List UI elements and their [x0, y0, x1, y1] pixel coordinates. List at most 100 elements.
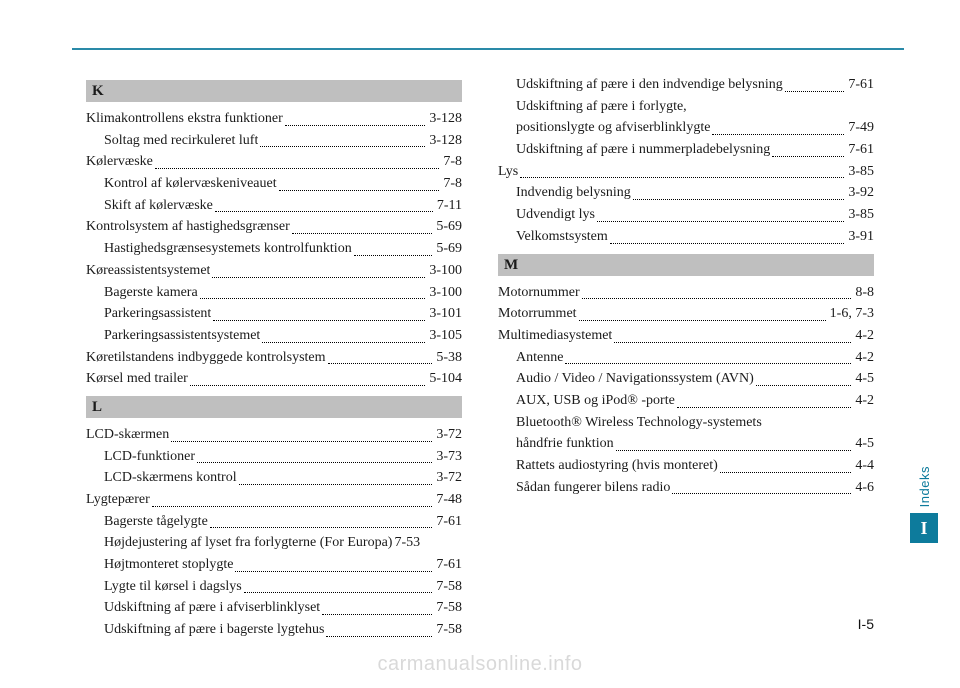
index-label: Motornummer — [498, 282, 580, 304]
index-page: 7-11 — [435, 195, 462, 217]
index-label: Soltag med recirkuleret luft — [104, 130, 258, 152]
index-label: Skift af kølervæske — [104, 195, 213, 217]
leader-dots — [171, 424, 432, 442]
index-page: 3-128 — [427, 130, 462, 152]
index-entry: Højdejustering af lyset fra forlygterne … — [86, 532, 462, 554]
index-entry: Motornummer 8-8 — [498, 282, 874, 304]
index-page: 3-85 — [846, 204, 874, 226]
index-label: Udskiftning af pære i nummerpladebelysni… — [516, 139, 770, 161]
leader-dots — [155, 151, 439, 169]
index-entry: Parkeringsassistentsystemet3-105 — [86, 325, 462, 347]
index-page: 4-2 — [853, 325, 874, 347]
leader-dots — [772, 139, 844, 157]
index-label: Bagerste kamera — [104, 282, 198, 304]
index-entry: Udskiftning af pære i afviserblinklyset7… — [86, 597, 462, 619]
index-page: 3-100 — [427, 260, 462, 282]
index-page: 7-58 — [434, 597, 462, 619]
leader-dots — [756, 368, 852, 386]
index-label: Udvendigt lys — [516, 204, 595, 226]
index-label: Motorrummet — [498, 303, 577, 325]
index-page: 5-69 — [434, 216, 462, 238]
leader-dots — [212, 260, 425, 278]
index-entry: Skift af kølervæske 7-11 — [86, 195, 462, 217]
side-tab-letter: I — [910, 513, 938, 543]
leader-dots — [262, 325, 425, 343]
index-entry: Lys3-85 — [498, 161, 874, 183]
index-page: 5-104 — [427, 368, 462, 390]
index-entry: Klimakontrollens ekstra funktioner3-128 — [86, 108, 462, 130]
section-header: L — [86, 396, 462, 418]
leader-dots — [200, 282, 426, 300]
leader-dots — [633, 182, 845, 200]
index-page: 7-8 — [441, 151, 462, 173]
index-label: AUX, USB og iPod® -porte — [516, 390, 675, 412]
leader-dots — [279, 173, 440, 191]
index-label: Lygtepærer — [86, 489, 150, 511]
index-page: 3-92 — [846, 182, 874, 204]
leader-dots — [197, 446, 432, 464]
leader-dots — [239, 467, 433, 485]
leader-dots — [579, 303, 826, 321]
right-column: Udskiftning af pære i den indvendige bel… — [498, 74, 874, 642]
leader-dots — [677, 390, 852, 408]
index-entry: Motorrummet1-6, 7-3 — [498, 303, 874, 325]
index-page: 8-8 — [853, 282, 874, 304]
index-page: 7-58 — [434, 576, 462, 598]
index-label: Velkomstsystem — [516, 226, 608, 248]
index-entry: Bagerste kamera3-100 — [86, 282, 462, 304]
leader-dots — [235, 554, 432, 572]
index-page: 3-72 — [434, 424, 462, 446]
index-label: Parkeringsassistent — [104, 303, 211, 325]
section-header: K — [86, 80, 462, 102]
leader-dots — [322, 597, 432, 615]
index-entry: Velkomstsystem 3-91 — [498, 226, 874, 248]
leader-dots — [520, 161, 844, 179]
index-label: Køretilstandens indbyggede kontrolsystem — [86, 347, 326, 369]
leader-dots — [190, 368, 425, 386]
index-label: Hastighedsgrænsesystemets kontrolfunktio… — [104, 238, 352, 260]
index-page: 4-4 — [853, 455, 874, 477]
index-entry: Køreassistentsystemet3-100 — [86, 260, 462, 282]
index-page: 7-48 — [434, 489, 462, 511]
index-entry: Antenne4-2 — [498, 347, 874, 369]
index-entry: Højtmonteret stoplygte 7-61 — [86, 554, 462, 576]
side-tab-label: Indeks — [917, 466, 932, 507]
index-page: 7-61 — [434, 554, 462, 576]
page-content: K Klimakontrollens ekstra funktioner3-128… — [86, 74, 874, 642]
leader-dots — [597, 204, 844, 222]
index-entry: Indvendig belysning3-92 — [498, 182, 874, 204]
leader-dots — [326, 619, 432, 637]
index-page: 4-2 — [853, 390, 874, 412]
index-label: Bagerste tågelygte — [104, 511, 208, 533]
index-page: 7-61 — [846, 74, 874, 96]
index-label: Lys — [498, 161, 518, 183]
index-label: håndfrie funktion — [516, 433, 614, 455]
index-label: Multimediasystemet — [498, 325, 612, 347]
index-entry: Bluetooth® Wireless Technology-systemets… — [498, 412, 874, 455]
index-entry: Udskiftning af pære i nummerpladebelysni… — [498, 139, 874, 161]
index-page: 3-91 — [846, 226, 874, 248]
index-page: 7-8 — [441, 173, 462, 195]
index-entry: Køretilstandens indbyggede kontrolsystem… — [86, 347, 462, 369]
index-entry: AUX, USB og iPod® -porte 4-2 — [498, 390, 874, 412]
side-tab: Indeks I — [910, 466, 938, 543]
leader-dots — [614, 325, 851, 343]
index-label: Sådan fungerer bilens radio — [516, 477, 670, 499]
index-entry: Lygtepærer 7-48 — [86, 489, 462, 511]
index-label: Højtmonteret stoplygte — [104, 554, 233, 576]
index-label: Højdejustering af lyset fra forlygterne … — [104, 532, 392, 554]
leader-dots — [354, 238, 433, 256]
leader-dots — [328, 347, 433, 365]
index-entry: Soltag med recirkuleret luft 3-128 — [86, 130, 462, 152]
index-entry: LCD-skærmen3-72 — [86, 424, 462, 446]
index-page: 7-53 — [392, 532, 420, 554]
section-header: M — [498, 254, 874, 276]
leader-dots — [244, 576, 433, 594]
index-entry: LCD-funktioner3-73 — [86, 446, 462, 468]
index-page: 4-6 — [853, 477, 874, 499]
index-label: Udskiftning af pære i den indvendige bel… — [516, 74, 783, 96]
index-label: Lygte til kørsel i dagslys — [104, 576, 242, 598]
index-label: Antenne — [516, 347, 563, 369]
index-entry: Udskiftning af pære i bagerste lygtehus7… — [86, 619, 462, 641]
leader-dots — [152, 489, 433, 507]
